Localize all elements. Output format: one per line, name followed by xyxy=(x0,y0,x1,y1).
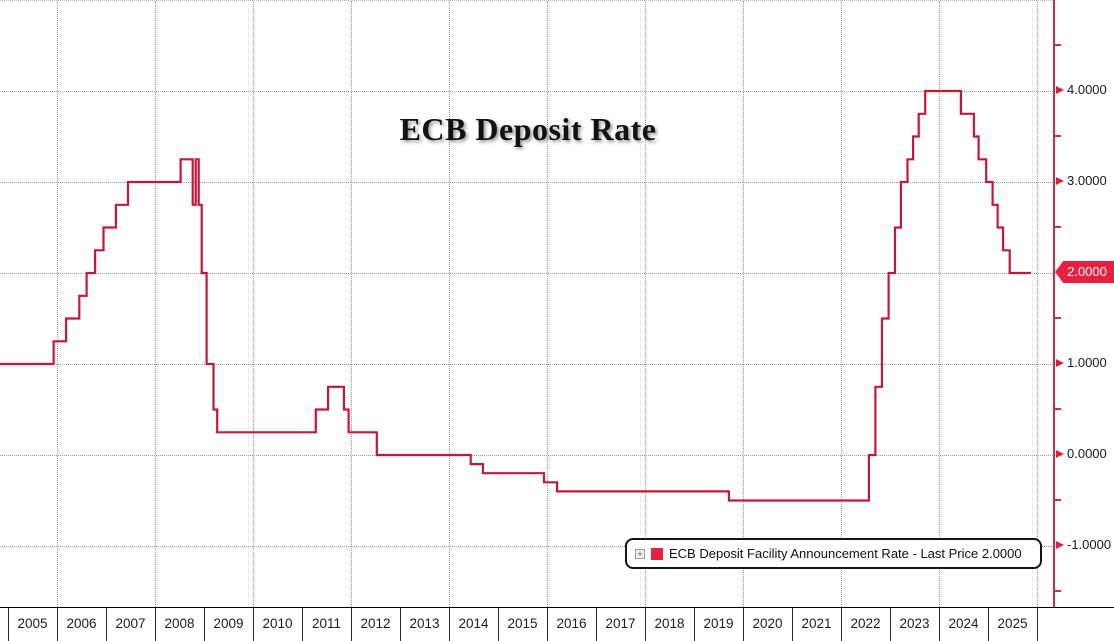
y-axis-minor-tick xyxy=(1055,498,1061,501)
y-axis-label: -1.0000 xyxy=(1067,537,1112,552)
v-gridline xyxy=(645,1,646,607)
price-series-canvas[interactable] xyxy=(0,1,1053,608)
y-axis-minor-tick xyxy=(1055,225,1061,228)
x-axis-year-label: 2019 xyxy=(703,616,734,631)
v-gridline xyxy=(253,1,254,607)
chart-title: ECB Deposit Rate xyxy=(399,111,657,147)
y-axis-label: 4.0000 xyxy=(1067,82,1107,97)
h-gridline xyxy=(0,273,1053,274)
x-axis-year-label: 2020 xyxy=(752,616,783,631)
x-axis-tick xyxy=(400,608,401,641)
plot-area[interactable]: ECB Deposit Rate + ECB Deposit Facility … xyxy=(0,0,1053,607)
h-gridline xyxy=(0,455,1053,456)
x-axis-year-label: 2014 xyxy=(458,616,489,631)
x-axis-year-label: 2025 xyxy=(997,616,1028,631)
x-axis-tick xyxy=(449,608,450,641)
x-axis-year-label: 2016 xyxy=(556,616,587,631)
x-axis: 2005 2006 2007 2008 2009 2010 2011 2012 2013 2014… xyxy=(0,607,1114,641)
y-axis-label: 0.0000 xyxy=(1067,446,1107,461)
x-axis-tick xyxy=(498,608,499,641)
y-axis-minor-tick xyxy=(1055,589,1061,592)
x-axis-tick xyxy=(939,608,940,641)
x-axis-year-label: 2005 xyxy=(17,616,48,631)
x-axis-tick xyxy=(547,608,548,641)
x-axis-tick xyxy=(1037,608,1038,641)
x-axis-tick xyxy=(743,608,744,641)
x-axis-year-label: 2015 xyxy=(507,616,538,631)
y-axis-minor-tick xyxy=(1055,134,1061,137)
v-gridline xyxy=(155,1,156,607)
x-axis-year-label: 2021 xyxy=(801,616,832,631)
x-axis-year-label: 2008 xyxy=(164,616,195,631)
x-axis-tick xyxy=(988,608,989,641)
x-axis-year-label: 2011 xyxy=(311,616,342,631)
x-axis-tick xyxy=(155,608,156,641)
y-axis-arrow-marker xyxy=(1056,177,1064,185)
x-axis-tick xyxy=(645,608,646,641)
v-gridline xyxy=(351,1,352,607)
x-axis-year-label: 2013 xyxy=(409,616,440,631)
x-axis-tick xyxy=(792,608,793,641)
legend-series-swatch xyxy=(651,547,663,560)
h-gridline xyxy=(0,182,1053,183)
legend-expand-icon[interactable]: + xyxy=(635,548,645,559)
h-gridline xyxy=(0,364,1053,365)
x-axis-tick xyxy=(57,608,58,641)
x-axis-year-label: 2007 xyxy=(115,616,146,631)
x-axis-year-label: 2006 xyxy=(66,616,97,631)
x-axis-year-label: 2010 xyxy=(262,616,293,631)
y-axis-minor-tick xyxy=(1055,43,1061,46)
y-axis: 4.0000 3.0000 1.0000 0.0000 -1.0000 2.0000 xyxy=(1053,0,1114,607)
y-axis-line xyxy=(1053,0,1055,607)
y-axis-label: 3.0000 xyxy=(1067,173,1107,188)
v-gridline xyxy=(841,1,842,607)
h-gridline xyxy=(0,91,1053,92)
y-axis-arrow-marker xyxy=(1056,359,1064,367)
x-axis-tick xyxy=(841,608,842,641)
last-price-tag: 2.0000 xyxy=(1055,261,1114,283)
v-gridline xyxy=(743,1,744,607)
x-axis-tick xyxy=(890,608,891,641)
x-axis-tick xyxy=(8,608,9,641)
v-gridline xyxy=(547,1,548,607)
v-gridline xyxy=(57,1,58,607)
x-axis-tick xyxy=(253,608,254,641)
h-gridline xyxy=(0,546,1053,547)
x-axis-tick xyxy=(694,608,695,641)
x-axis-tick xyxy=(596,608,597,641)
v-gridline xyxy=(449,1,450,607)
x-axis-year-label: 2022 xyxy=(850,616,881,631)
legend-series-label: ECB Deposit Facility Announcement Rate -… xyxy=(669,546,1022,561)
x-axis-tick xyxy=(351,608,352,641)
y-axis-label: 1.0000 xyxy=(1067,355,1107,370)
legend-box[interactable]: + ECB Deposit Facility Announcement Rate… xyxy=(625,538,1042,569)
x-axis-year-label: 2012 xyxy=(360,616,391,631)
x-axis-year-label: 2024 xyxy=(948,616,979,631)
x-axis-tick xyxy=(204,608,205,641)
price-step-line xyxy=(0,89,1031,502)
x-axis-year-label: 2018 xyxy=(654,616,685,631)
y-axis-arrow-marker xyxy=(1056,86,1064,94)
x-axis-year-label: 2017 xyxy=(605,616,636,631)
y-axis-arrow-marker xyxy=(1056,541,1064,549)
x-axis-tick xyxy=(106,608,107,641)
y-axis-minor-tick xyxy=(1055,407,1061,410)
y-axis-arrow-marker xyxy=(1056,450,1064,458)
v-gridline xyxy=(1037,1,1038,607)
x-axis-year-label: 2009 xyxy=(213,616,244,631)
y-axis-minor-tick xyxy=(1055,316,1061,319)
x-axis-tick xyxy=(302,608,303,641)
x-axis-year-label: 2023 xyxy=(899,616,930,631)
v-gridline xyxy=(939,1,940,607)
